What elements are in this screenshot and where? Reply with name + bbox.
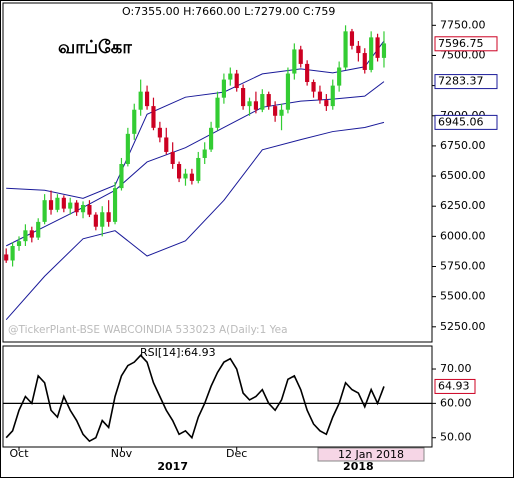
y-tick-label: 6500.00 (440, 169, 486, 182)
rsi-box (434, 378, 476, 394)
candle-body (157, 127, 162, 138)
chart-title: வாப்கோ (58, 37, 132, 58)
candle-body (48, 200, 54, 210)
price-box-label: 6945.06 (438, 115, 484, 128)
candle-body (119, 163, 124, 189)
candle-body (311, 81, 316, 92)
y-tick-label: 7750.00 (440, 18, 486, 31)
candle-body (93, 214, 98, 227)
year-label: 2018 (343, 460, 374, 473)
y-tick-label: 5750.00 (440, 260, 486, 273)
candle-body (61, 197, 66, 209)
candle-body (177, 163, 182, 179)
candle-body (4, 254, 9, 261)
candle-body (36, 221, 41, 238)
rsi-line (5, 354, 385, 443)
candle-body (369, 37, 374, 70)
candle-body (100, 212, 105, 227)
rsi-tick-label: 70.00 (440, 362, 472, 375)
candle-body (273, 106, 278, 116)
candle-body (221, 79, 226, 98)
price-panel (2, 2, 433, 343)
price-box-label: 7596.75 (438, 37, 484, 50)
candle-body (330, 85, 335, 107)
candle-body (241, 88, 246, 107)
candle-body (16, 241, 22, 247)
candle-body (362, 53, 367, 70)
candle-body (215, 97, 220, 128)
ohlc-header: O:7355.00 H:7660.00 L:7279.00 C:759 (122, 5, 335, 18)
candle-body (183, 173, 188, 179)
cursor-date-box (317, 447, 425, 462)
rsi-box-label: 64.93 (438, 379, 470, 392)
candle-body (196, 157, 201, 181)
candle-body (112, 188, 118, 222)
watermark: @TickerPlant-BSE WABCOINDIA 533023 A(Dai… (8, 324, 288, 336)
candle-body (305, 63, 310, 82)
candle-body (228, 73, 233, 80)
price-box (434, 74, 498, 90)
candle-body (266, 94, 271, 107)
rsi-tick-label: 50.00 (440, 431, 472, 444)
candle-body (170, 151, 175, 164)
x-tick-label: Dec (226, 447, 247, 460)
candle-body (356, 45, 361, 54)
y-tick-label: 6750.00 (440, 139, 486, 152)
price-box (434, 36, 498, 52)
rsi-label: RSI[14]:64.93 (140, 346, 216, 359)
candle-body (292, 49, 297, 74)
candle-body (132, 109, 137, 134)
candle-body (10, 246, 15, 261)
y-tick-label: 6250.00 (440, 199, 486, 212)
candle-body (42, 200, 47, 222)
bollinger-lower (5, 121, 385, 321)
x-tick-label: Oct (9, 447, 29, 460)
candle-body (298, 49, 303, 64)
candle-body (337, 67, 342, 86)
candle-body (375, 37, 380, 58)
x-tick-label: Nov (111, 447, 133, 460)
candle-body (80, 205, 86, 213)
candle-body (29, 230, 34, 238)
y-tick-label: 7500.00 (440, 48, 486, 61)
candle-body (260, 94, 265, 110)
y-tick-label: 5500.00 (440, 290, 486, 303)
candle-body (106, 212, 111, 222)
candle-body (349, 31, 355, 46)
candle-body (209, 127, 214, 150)
candle-body (279, 109, 284, 116)
candle-body (68, 202, 73, 209)
candle-body (285, 73, 291, 110)
candle-body (74, 202, 79, 213)
candle-body (151, 106, 156, 128)
y-tick-label: 5250.00 (440, 320, 486, 333)
cursor-date: 12 Jan 2018 (338, 448, 404, 461)
candle-body (253, 101, 258, 110)
candle-body (87, 205, 92, 215)
candle-body (324, 100, 329, 107)
candle-body (247, 101, 252, 107)
candle-body (138, 91, 143, 110)
y-tick-label: 6000.00 (440, 229, 486, 242)
year-label: 2017 (157, 460, 188, 473)
candle-body (23, 230, 28, 242)
candle-body (343, 31, 348, 68)
rsi-panel (2, 345, 433, 448)
rsi-tick-label: 60.00 (440, 396, 472, 409)
price-box (434, 114, 498, 130)
candle-body (144, 91, 150, 107)
candle-body (381, 43, 387, 58)
candle-body (125, 133, 130, 164)
candle-body (317, 91, 323, 101)
price-box-label: 7283.37 (438, 75, 484, 88)
candle-body (234, 73, 239, 89)
candle-body (55, 197, 60, 210)
candle-body (202, 149, 207, 158)
candle-body (189, 173, 194, 181)
candle-body (164, 137, 169, 152)
